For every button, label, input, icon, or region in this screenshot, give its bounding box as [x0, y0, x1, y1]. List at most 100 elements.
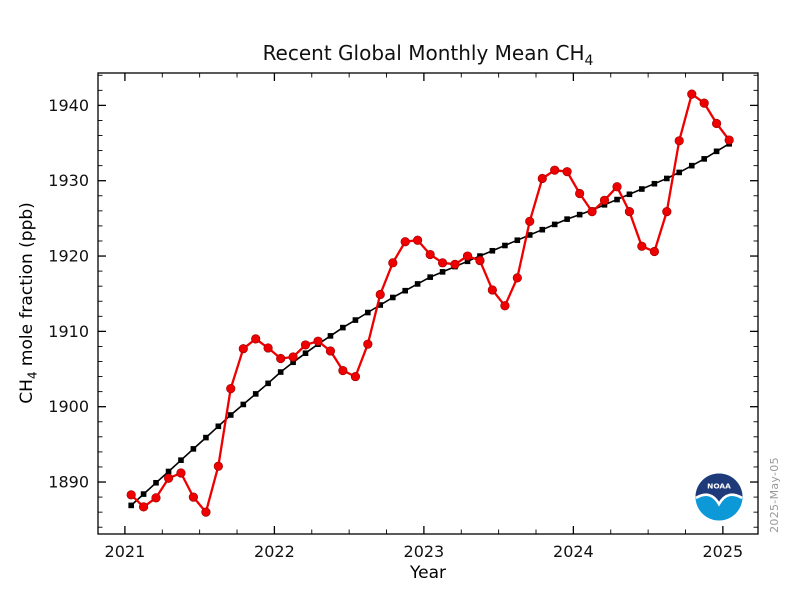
data-point-square	[539, 226, 546, 233]
data-point-square	[302, 350, 309, 357]
noaa-logo-bird-icon	[695, 493, 743, 507]
data-point-square	[664, 175, 670, 182]
noaa-logo-sky	[695, 473, 743, 504]
plot-frame	[97, 72, 759, 535]
data-point-circle	[537, 173, 547, 184]
data-point-square	[701, 156, 707, 162]
data-point-square	[128, 502, 134, 509]
data-point-circle	[687, 89, 697, 99]
data-point-square	[203, 434, 209, 441]
data-point-circle	[662, 207, 672, 217]
data-point-circle	[251, 334, 261, 344]
data-point-square	[365, 309, 371, 316]
data-point-square	[252, 391, 259, 397]
y-tick-label: 1940	[48, 96, 89, 115]
data-point-circle	[699, 98, 709, 108]
data-point-circle	[213, 461, 223, 471]
y-tick-label: 1900	[48, 397, 89, 416]
x-tick-label: 2024	[553, 542, 594, 561]
title-subscript: 4	[584, 53, 594, 69]
data-point-circle	[276, 353, 286, 364]
data-point-circle	[437, 258, 448, 268]
y-tick-label: 1890	[48, 473, 89, 492]
data-point-circle	[375, 289, 385, 300]
data-point-square	[576, 211, 583, 218]
data-point-circle	[674, 136, 684, 146]
date-watermark: 2025-May-05	[768, 457, 781, 533]
data-point-circle	[350, 371, 361, 382]
data-point-square	[165, 468, 172, 475]
data-point-square	[277, 369, 284, 375]
data-point-square	[240, 401, 247, 408]
data-point-square	[464, 258, 471, 265]
data-point-square	[153, 479, 159, 486]
data-point-circle	[599, 195, 610, 205]
y-tick-label: 1930	[48, 171, 89, 190]
data-point-square	[389, 294, 396, 301]
x-tick-label: 2022	[254, 542, 295, 561]
data-point-square	[178, 457, 184, 463]
data-point-circle	[649, 246, 660, 257]
data-point-square	[502, 242, 508, 249]
data-point-circle	[587, 207, 597, 217]
data-point-circle	[612, 182, 622, 192]
data-point-circle	[151, 493, 161, 503]
data-point-square	[227, 412, 234, 418]
data-point-circle	[126, 490, 136, 500]
data-point-square	[265, 380, 271, 387]
noaa-logo: NOAA	[695, 473, 743, 521]
y-axis-label: CH4 mole fraction (ppb)	[17, 202, 40, 404]
data-point-square	[526, 232, 533, 238]
data-point-circle	[313, 336, 323, 346]
data-point-square	[352, 317, 359, 323]
noaa-logo-text: NOAA	[707, 482, 731, 491]
y-tick-label: 1920	[48, 247, 89, 266]
data-point-circle	[450, 259, 460, 269]
data-point-circle	[363, 339, 373, 349]
data-point-square	[439, 269, 446, 275]
monthly-mean-series	[126, 89, 734, 517]
data-point-square	[290, 359, 296, 366]
data-point-square	[551, 221, 558, 228]
data-point-square	[564, 216, 570, 222]
data-point-circle	[300, 340, 311, 350]
data-point-circle	[288, 352, 298, 362]
data-point-circle	[400, 237, 410, 247]
x-axis-label: Year	[410, 563, 446, 583]
data-point-circle	[263, 343, 273, 353]
data-point-circle	[188, 492, 198, 502]
data-point-square	[626, 191, 633, 198]
data-point-circle	[201, 507, 211, 517]
data-point-circle	[226, 384, 236, 394]
data-point-circle	[525, 216, 535, 226]
trend-series	[128, 141, 732, 509]
data-point-circle	[338, 365, 348, 376]
data-point-circle	[413, 235, 423, 245]
data-point-circle	[163, 473, 174, 483]
data-point-square	[514, 237, 521, 244]
data-point-square	[614, 196, 620, 203]
data-point-circle	[711, 118, 722, 129]
data-point-circle	[562, 167, 572, 177]
data-point-circle	[176, 468, 186, 478]
data-point-square	[427, 274, 433, 280]
data-point-square	[489, 247, 496, 254]
data-point-square	[676, 169, 683, 176]
x-tick-label: 2023	[404, 542, 445, 561]
data-point-circle	[238, 344, 248, 354]
data-point-square	[414, 281, 421, 287]
data-point-circle	[487, 285, 497, 295]
data-point-circle	[550, 165, 560, 175]
data-point-square	[377, 302, 384, 308]
monthly-mean-line	[130, 92, 731, 514]
data-point-square	[651, 180, 658, 187]
data-point-circle	[724, 135, 734, 145]
data-point-circle	[475, 255, 485, 266]
data-point-circle	[325, 346, 336, 356]
data-point-circle	[637, 241, 647, 251]
data-point-circle	[425, 249, 435, 260]
data-point-square	[688, 162, 695, 169]
data-point-square	[190, 446, 197, 452]
